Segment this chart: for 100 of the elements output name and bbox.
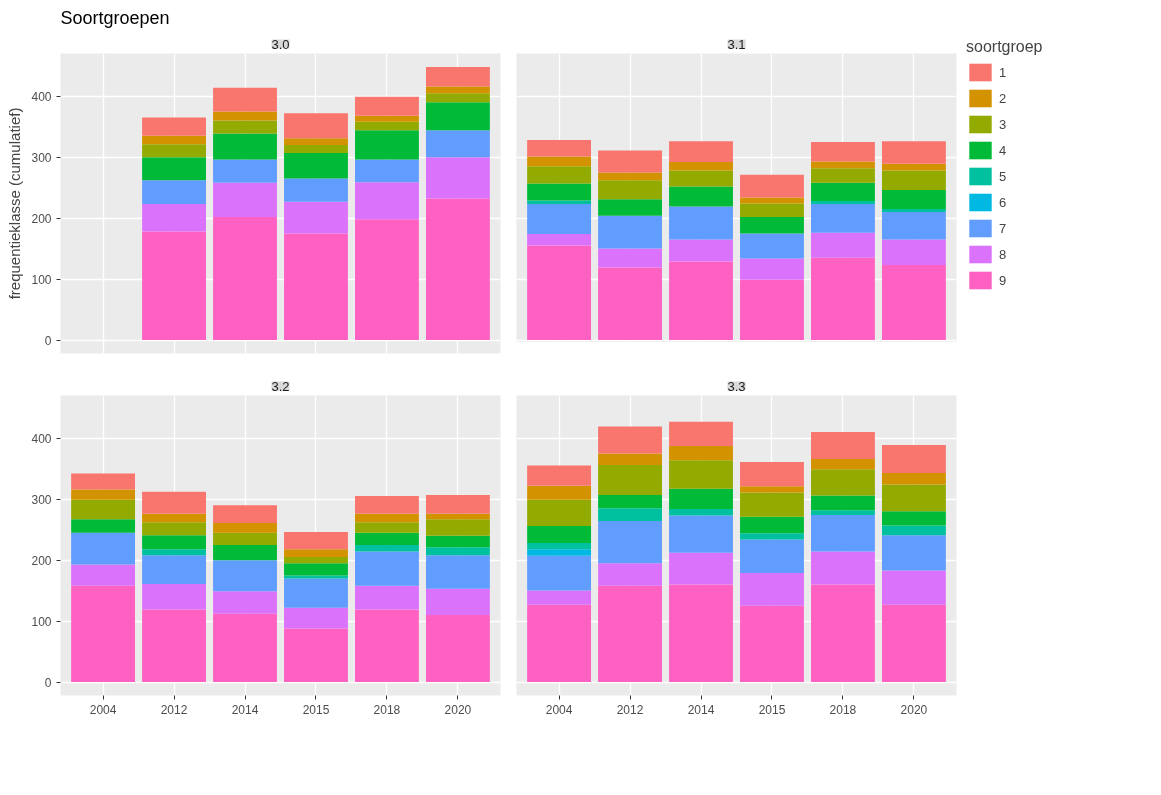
- chart-subtitle: 3.3: [727, 378, 746, 394]
- bar: [142, 555, 206, 584]
- bar: [142, 231, 206, 341]
- bar: [355, 585, 419, 610]
- x-tick-label: 2018: [829, 702, 857, 717]
- bar: [598, 494, 662, 509]
- legend-label: 2: [999, 90, 1008, 106]
- bar: [811, 510, 875, 516]
- bar: [811, 141, 875, 162]
- bar: [811, 458, 875, 470]
- bar: [213, 159, 277, 183]
- bar: [669, 446, 733, 461]
- bar: [881, 208, 946, 213]
- bar: [284, 557, 348, 564]
- legend-label: 4: [999, 142, 1008, 158]
- bar: [355, 182, 419, 220]
- bar: [284, 201, 348, 234]
- bar: [598, 180, 662, 200]
- bar: [425, 588, 490, 616]
- bar: [881, 570, 946, 605]
- bar: [740, 533, 804, 540]
- bar: [740, 572, 804, 606]
- x-tick-label: 2020: [444, 702, 472, 717]
- bar: [527, 485, 592, 500]
- bar: [425, 519, 490, 536]
- bar: [527, 204, 592, 234]
- bar: [669, 421, 733, 447]
- bar: [355, 115, 419, 122]
- bar: [425, 86, 490, 94]
- bar: [284, 144, 348, 153]
- bar: [811, 161, 875, 169]
- bar: [355, 532, 419, 545]
- bar: [355, 96, 419, 116]
- bar: [669, 552, 733, 585]
- bar: [425, 547, 490, 556]
- bar: [669, 239, 733, 262]
- bar: [71, 473, 136, 490]
- bar: [71, 564, 136, 586]
- bar: [71, 532, 136, 565]
- bar: [284, 532, 348, 550]
- bar: [527, 555, 592, 591]
- bar: [425, 494, 490, 514]
- y-axis-title: frequentieklasse (cumulatief): [6, 107, 24, 300]
- bar: [527, 543, 592, 550]
- bar: [213, 216, 277, 341]
- bar: [527, 499, 592, 526]
- bar: [213, 591, 277, 614]
- bar: [284, 578, 348, 608]
- bar: [71, 489, 136, 500]
- bar: [881, 511, 946, 526]
- bar: [284, 178, 348, 202]
- y-tick-label: 400: [31, 431, 52, 446]
- bar: [213, 544, 277, 561]
- bar: [740, 203, 804, 217]
- bar: [425, 198, 490, 341]
- bar: [598, 521, 662, 564]
- bar: [355, 159, 419, 183]
- bar: [881, 239, 946, 266]
- bar: [669, 206, 733, 240]
- legend-label: 6: [999, 194, 1008, 210]
- bar: [142, 549, 206, 556]
- bar: [213, 87, 277, 112]
- bar: [284, 138, 348, 145]
- bar: [881, 163, 946, 171]
- bar: [527, 200, 592, 205]
- bar: [213, 133, 277, 160]
- bar: [425, 102, 490, 131]
- legend-title: soortgroep: [966, 38, 1043, 56]
- bar: [425, 513, 490, 520]
- x-tick-label: 2004: [89, 702, 117, 717]
- bar: [142, 180, 206, 205]
- bar: [527, 166, 592, 184]
- bar: [740, 492, 804, 517]
- x-tick-label: 2020: [900, 702, 928, 717]
- bar: [425, 615, 490, 683]
- bar: [425, 535, 490, 548]
- bar: [425, 555, 490, 589]
- bar: [669, 488, 733, 509]
- bar: [811, 469, 875, 496]
- bar: [669, 584, 733, 683]
- bar: [425, 93, 490, 103]
- bar: [142, 583, 206, 610]
- bar: [213, 532, 277, 545]
- chart-subtitle: 3.2: [271, 378, 290, 394]
- bar: [355, 130, 419, 160]
- bar: [142, 117, 206, 136]
- bar: [881, 141, 946, 164]
- bar: [598, 150, 662, 173]
- bar: [598, 267, 662, 341]
- bar: [598, 199, 662, 216]
- bar: [355, 551, 419, 586]
- y-tick-label: 300: [31, 492, 52, 507]
- bar: [527, 465, 592, 486]
- bar: [142, 513, 206, 523]
- x-tick-label: 2014: [687, 702, 715, 717]
- bar: [669, 261, 733, 341]
- bar: [811, 432, 875, 459]
- bar: [527, 549, 592, 556]
- legend-label: 9: [999, 272, 1008, 288]
- bar: [740, 279, 804, 341]
